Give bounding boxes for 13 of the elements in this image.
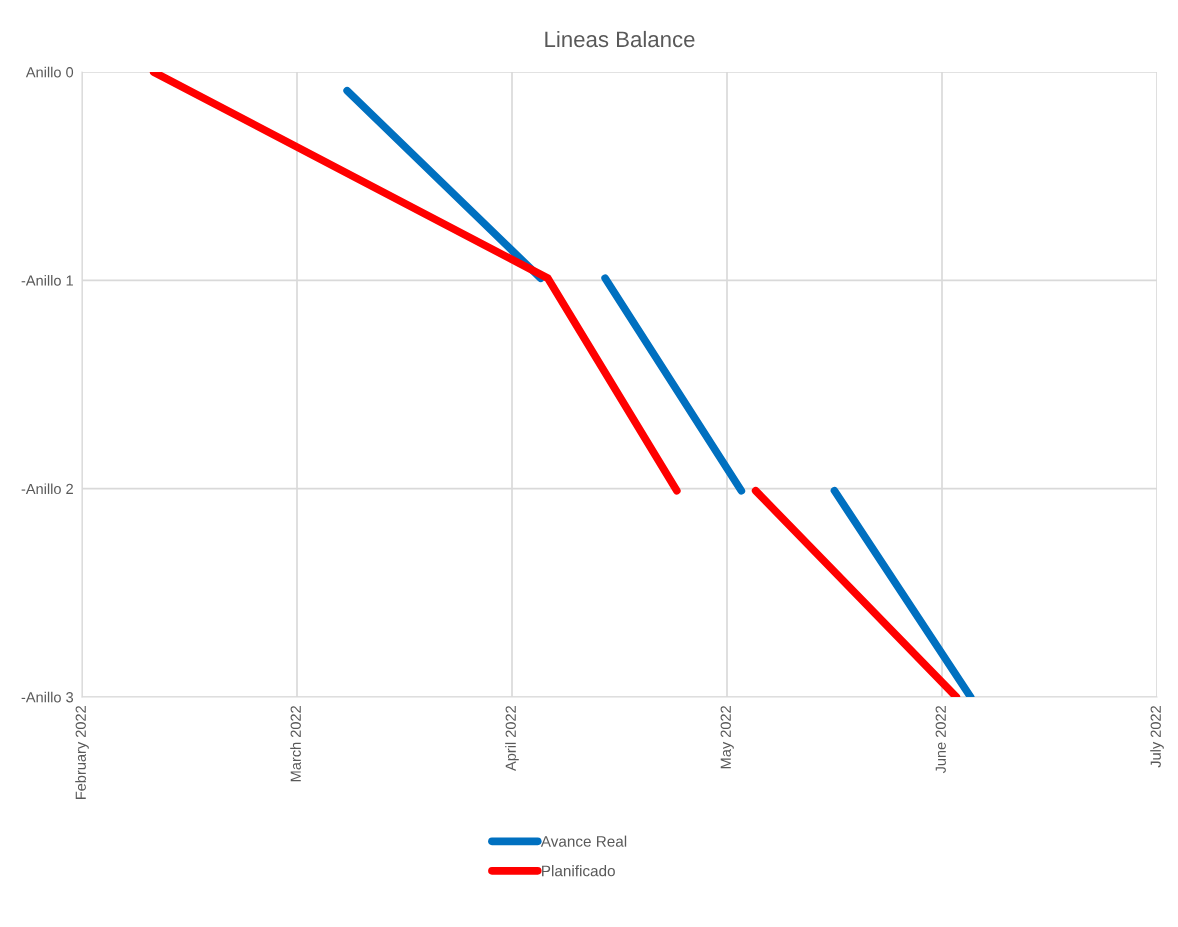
x-tick-label: July 2022 — [1150, 706, 1164, 768]
x-tick-label: February 2022 — [75, 706, 89, 799]
chart-title: Lineas Balance — [545, 30, 695, 48]
x-tick-label: April 2022 — [505, 706, 519, 771]
text: Anillo 0 — [25, 66, 74, 78]
x-tick-label: March 2022 — [290, 706, 301, 782]
text: -Anillo 2 — [21, 483, 73, 495]
legend-label: Avance Real — [540, 835, 627, 847]
legend-label: Planificado — [542, 865, 615, 877]
x-tick-label: May 2022 — [720, 706, 734, 769]
text: -Anillo 1 — [21, 275, 73, 286]
x-tick-label: June 2022 — [935, 706, 946, 774]
text: -Anillo 3 — [21, 691, 74, 703]
